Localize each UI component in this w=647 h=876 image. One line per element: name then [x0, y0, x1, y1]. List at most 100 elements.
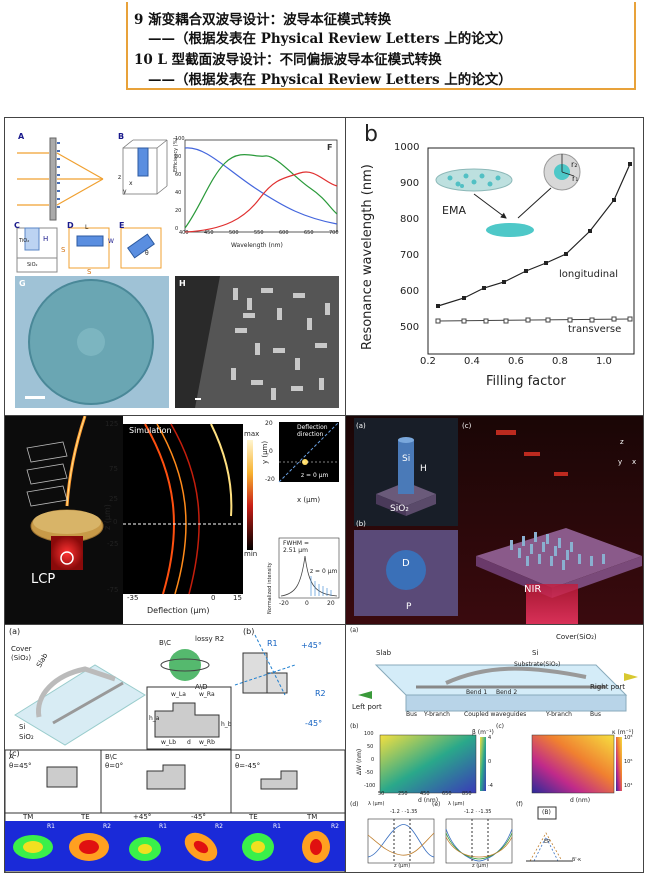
- mode-r-label: R1: [159, 823, 167, 830]
- cp-b-cbar-ticks: 4 0 -4: [488, 735, 500, 793]
- f-x-tick: 650: [304, 230, 314, 236]
- f-x-tick: 400: [179, 230, 189, 236]
- cp-ybranch2: Y-branch: [546, 711, 572, 718]
- nir-sio2: SiO₂: [390, 504, 409, 514]
- cp-x-tick: 450: [420, 791, 430, 797]
- cp-f: (f): [516, 801, 523, 808]
- nir-d: D: [402, 558, 410, 569]
- res-x-tick: 1.0: [596, 356, 612, 367]
- mode-label: TM: [307, 813, 318, 821]
- small-y-ticks: 20 0 -20: [265, 420, 279, 486]
- cp-b: (b): [350, 723, 359, 730]
- cp-ybranch1: Y-branch: [424, 711, 450, 718]
- mode-r-row: R1 R2 R1 R2 R1 R2: [5, 823, 345, 833]
- figure-grid: [4, 117, 644, 873]
- small-x-ticks: -20 0 20: [279, 600, 341, 610]
- cp-si: Si: [532, 649, 539, 657]
- cp-bus1: Bus: [406, 711, 418, 718]
- lw-lossy: lossy R2: [195, 635, 225, 643]
- f-x-tick: 450: [204, 230, 214, 236]
- lw-case-bc: B\C: [105, 753, 118, 761]
- metalens-figure: [15, 137, 339, 408]
- cp-y-tick: 50: [367, 744, 374, 750]
- panel-nir: (a) (b) (c) Si H SiO₂ D P NIR z y x: [346, 416, 643, 624]
- colorbar-max: max: [244, 430, 260, 438]
- cp-eb: (B): [542, 809, 551, 816]
- theta-label: θ: [145, 250, 149, 257]
- cp-bus2: Bus: [590, 711, 602, 718]
- f-x-tick: 700: [329, 230, 339, 236]
- z-tick: 0: [113, 518, 118, 526]
- cp-cbar-tick: -4: [488, 783, 493, 789]
- h-label: H: [43, 235, 49, 243]
- z0-label-bottom: z = 0 μm: [310, 568, 338, 575]
- cp-c: (c): [496, 723, 504, 730]
- f-x-tick: 500: [229, 230, 239, 236]
- fig-letter-e: E: [119, 221, 125, 230]
- lw-si: Si: [19, 723, 26, 731]
- res-x-tick: 0.2: [420, 356, 436, 367]
- res-x-tick: 0.6: [508, 356, 524, 367]
- cp-cover: Cover(SiO₂): [556, 633, 597, 641]
- nir-b: (b): [356, 520, 366, 528]
- f-y-tick: 20: [175, 208, 182, 214]
- small-y-tick: -20: [265, 476, 275, 483]
- mode-r-label: R1: [47, 823, 55, 830]
- cp-lambda-d: λ (μm): [368, 801, 385, 807]
- coupler-figure: [358, 664, 638, 865]
- deflection-x-ticks: -35 0 15: [123, 594, 247, 604]
- z-label: z: [118, 174, 122, 181]
- mode-r-label: R2: [103, 823, 111, 830]
- cp-kappa-label: κ (m⁻¹): [612, 729, 634, 736]
- cp-beta-label: β (m⁻¹): [472, 729, 494, 736]
- z-tick: -75: [107, 586, 119, 594]
- f-y-tick: 100: [175, 136, 185, 142]
- lw-a: (a): [9, 627, 21, 636]
- small-y-tick: 0: [269, 448, 273, 455]
- lw-ha: h_a: [149, 715, 160, 722]
- cp-b-y-ticks: 100 50 0 -50 -100: [364, 731, 380, 793]
- mode-r-label: R2: [215, 823, 223, 830]
- mode-r-label: R2: [331, 823, 339, 830]
- small-x-tick: -20: [279, 600, 289, 607]
- lw-theta-d: θ=-45°: [235, 762, 261, 770]
- small-x-label: x (μm): [297, 496, 321, 504]
- y-ticks-f: 100 80 60 40 20 0: [175, 136, 185, 236]
- wavelength-axis-label: Wavelength (nm): [231, 242, 283, 249]
- res-y-tick: 500: [400, 322, 420, 333]
- mode-label: -45°: [191, 813, 206, 821]
- transverse-label: transverse: [568, 324, 622, 335]
- mode-label: TE: [249, 813, 258, 821]
- f-y-tick: 0: [175, 226, 179, 232]
- colorbar-min: min: [244, 550, 258, 558]
- lw-wla: w_La: [171, 691, 186, 698]
- mode-r-label: R1: [273, 823, 281, 830]
- cp-left-port: Left port: [352, 703, 382, 711]
- f-y-tick: 80: [175, 154, 182, 160]
- cp-x-tick: 650: [442, 791, 452, 797]
- res-y-tick: 700: [400, 250, 420, 261]
- cp-d: (d): [350, 801, 359, 808]
- lw-hb: h_b: [221, 721, 232, 728]
- fig-letter-a: A: [18, 132, 25, 141]
- res-y-tick: 800: [400, 214, 420, 225]
- cp-y-tick: -50: [365, 770, 374, 776]
- f-y-tick: 40: [175, 190, 182, 196]
- panel-coupler: (a) (b) (c) (d) (e) (f) Cover(SiO₂) Si S…: [346, 625, 643, 872]
- resonance-y-ticks: 1000 900 800 700 600 500: [394, 142, 424, 362]
- cp-x-tick: 50: [378, 791, 385, 797]
- fig-letter-h: H: [179, 279, 186, 288]
- cp-z-label-d: z (μm): [394, 863, 411, 869]
- x-label: x: [129, 180, 133, 187]
- resonance-x-ticks: 0.2 0.4 0.6 0.8 1.0: [420, 356, 640, 370]
- cp-a: (a): [350, 627, 359, 634]
- small-x-tick: 0: [305, 600, 309, 607]
- cp-bend2: Bend 2: [496, 689, 518, 696]
- norm-intensity-label: Normalized intensity: [267, 562, 273, 614]
- lw-theta-bc: θ=0°: [105, 762, 124, 770]
- nir-p: P: [406, 602, 412, 612]
- cp-lambda-vals-d: -1.2 · -1.35: [390, 809, 418, 815]
- lcp-label: LCP: [31, 572, 56, 587]
- z-tick: -25: [107, 540, 119, 548]
- fig-letter-g: G: [19, 279, 26, 288]
